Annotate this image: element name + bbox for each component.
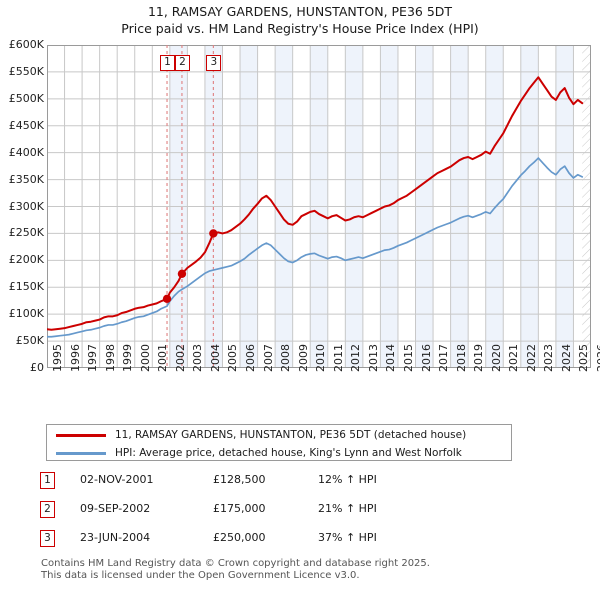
x-axis-tick-label: 2023 (542, 344, 556, 372)
y-axis-tick-label: £200K (8, 253, 44, 267)
x-axis-tick-label: 2012 (349, 344, 363, 372)
transaction-date: 02-NOV-2001 (80, 473, 154, 486)
x-axis-tick-label: 2011 (331, 344, 345, 372)
y-axis-tick-label: £50K (15, 334, 44, 348)
legend-label: 11, RAMSAY GARDENS, HUNSTANTON, PE36 5DT… (115, 429, 467, 441)
x-axis-tick-label: 2003 (191, 344, 205, 372)
x-axis-tick-label: 2020 (489, 344, 503, 372)
x-axis-tick-label: 2009 (296, 344, 310, 372)
legend-item-1[interactable]: 11, RAMSAY GARDENS, HUNSTANTON, PE36 5DT… (47, 426, 511, 444)
x-axis-tick-label: 2002 (173, 344, 187, 372)
x-axis-tick-label: 2024 (559, 344, 573, 372)
x-axis-tick-label: 1995 (51, 344, 64, 372)
transaction-index-badge: 2 (40, 501, 55, 518)
x-axis-tick-label: 2026 (595, 344, 600, 372)
transaction-price: £128,500 (213, 473, 266, 486)
legend-color-swatch (56, 452, 106, 455)
transaction-index-badge: 3 (40, 530, 55, 547)
y-axis-tick-label: £300K (8, 199, 44, 213)
x-axis-tick-label: 2015 (401, 344, 415, 372)
x-axis-tick-label: 2001 (156, 344, 170, 372)
y-axis-tick-label: £600K (8, 38, 44, 51)
table-row[interactable]: 1 02-NOV-2001 £128,500 12% ↑ HPI (40, 470, 560, 499)
x-axis-tick-label: 2016 (419, 344, 433, 372)
y-axis-tick-label: £450K (8, 118, 44, 132)
page-subtitle: Price paid vs. HM Land Registry's House … (121, 21, 479, 36)
y-axis-tick-label: £400K (8, 145, 44, 159)
transaction-date: 09-SEP-2002 (80, 502, 151, 515)
chart-marker-1[interactable]: 1 (160, 55, 176, 71)
x-axis-tick-label: 2008 (279, 344, 293, 372)
y-axis-tick-label: £500K (8, 91, 44, 105)
chart-svg (47, 45, 591, 368)
x-axis-tick-label: 2022 (524, 344, 538, 372)
transaction-hpi-delta: 37% ↑ HPI (318, 531, 377, 544)
chart-title-block: 11, RAMSAY GARDENS, HUNSTANTON, PE36 5DT… (0, 3, 600, 37)
table-row[interactable]: 2 09-SEP-2002 £175,000 21% ↑ HPI (40, 499, 560, 528)
x-axis-tick-label: 2019 (472, 344, 486, 372)
legend-label: HPI: Average price, detached house, King… (115, 447, 462, 459)
price-history-chart (47, 45, 591, 368)
legend-color-swatch (56, 434, 106, 437)
x-axis-tick-label: 2018 (454, 344, 468, 372)
x-axis-tick-label: 1998 (103, 344, 117, 372)
transaction-price: £175,000 (213, 502, 266, 515)
chart-marker-3[interactable]: 3 (206, 55, 222, 71)
page-title: 11, RAMSAY GARDENS, HUNSTANTON, PE36 5DT (147, 4, 453, 19)
transaction-price: £250,000 (213, 531, 266, 544)
legend-item-2[interactable]: HPI: Average price, detached house, King… (47, 444, 511, 462)
y-axis-tick-label: £150K (8, 280, 44, 294)
y-axis-tick-label: £350K (8, 172, 44, 186)
x-axis-tick-label: 2013 (366, 344, 380, 372)
x-axis-tick-label: 2025 (577, 344, 591, 372)
x-axis-tick-label: 2007 (261, 344, 275, 372)
footer-attribution: Contains HM Land Registry data © Crown c… (41, 558, 581, 581)
x-axis-tick-label: 2000 (138, 344, 152, 372)
footer-line-2: This data is licensed under the Open Gov… (41, 569, 360, 581)
x-axis-tick-label: 1996 (68, 344, 82, 372)
footer-line-1: Contains HM Land Registry data © Crown c… (41, 558, 430, 569)
transaction-index-badge: 1 (40, 472, 55, 489)
x-axis-tick-label: 1997 (86, 344, 100, 372)
transaction-date: 23-JUN-2004 (80, 531, 151, 544)
x-axis-tick-label: 2010 (314, 344, 328, 372)
transaction-hpi-delta: 12% ↑ HPI (318, 473, 377, 486)
y-axis-tick-label: £100K (8, 307, 44, 321)
table-row[interactable]: 3 23-JUN-2004 £250,000 37% ↑ HPI (40, 528, 560, 557)
x-axis-tick-label: 2014 (384, 344, 398, 372)
x-axis-tick-label: 2006 (244, 344, 258, 372)
x-axis-tick-label: 2005 (226, 344, 240, 372)
transactions-table: 1 02-NOV-2001 £128,500 12% ↑ HPI 2 09-SEP-200… (40, 470, 560, 557)
x-axis-tick-label: 1999 (121, 344, 135, 372)
y-axis-tick-label: £550K (8, 64, 44, 78)
x-axis-tick-label: 2021 (507, 344, 521, 372)
chart-legend: 11, RAMSAY GARDENS, HUNSTANTON, PE36 5DT… (46, 424, 512, 461)
chart-marker-2[interactable]: 2 (174, 55, 190, 71)
y-axis-tick-label: £250K (8, 226, 44, 240)
x-axis-tick-label: 2017 (437, 344, 451, 372)
transaction-hpi-delta: 21% ↑ HPI (318, 502, 377, 515)
y-axis-tick-label: £0 (30, 361, 44, 374)
x-axis-tick-label: 2004 (208, 344, 222, 372)
